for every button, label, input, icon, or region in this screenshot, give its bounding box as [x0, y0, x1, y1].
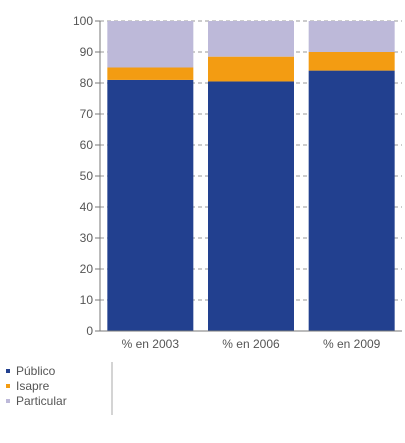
- bar-segment-isapre: [208, 56, 294, 82]
- bar-segment-público: [308, 70, 395, 331]
- y-tick-label: 0: [86, 324, 93, 338]
- legend-swatch: [6, 399, 10, 403]
- legend-swatch: [6, 384, 10, 388]
- legend-swatch: [6, 369, 10, 373]
- bar-segment-público: [208, 81, 294, 331]
- legend-label: Isapre: [16, 379, 50, 393]
- y-tick-label: 20: [80, 262, 94, 276]
- bar-segment-isapre: [107, 67, 194, 80]
- bar-segment-isapre: [308, 52, 395, 71]
- y-tick-label: 80: [80, 76, 94, 90]
- y-tick-label: 30: [80, 231, 94, 245]
- y-tick-label: 90: [80, 45, 94, 59]
- bar-segment-particular: [208, 21, 294, 57]
- x-category-label: % en 2003: [122, 337, 180, 351]
- x-category-label: % en 2006: [222, 337, 280, 351]
- y-tick-label: 100: [73, 14, 93, 28]
- axis-layer: 0 10 20 30 40 50 60 70 80 90 100 % en 2003 % en 2006…: [73, 14, 402, 351]
- y-tick-label: 10: [80, 293, 94, 307]
- x-category-label: % en 2009: [323, 337, 381, 351]
- bar-layer: [107, 21, 395, 332]
- y-tick-label: 40: [80, 200, 94, 214]
- y-tick-label: 50: [80, 169, 94, 183]
- bar-segment-particular: [107, 21, 194, 68]
- bar-segment-particular: [308, 21, 395, 52]
- bar-segment-público: [107, 79, 194, 332]
- y-tick-label: 70: [80, 107, 94, 121]
- legend-label: Público: [16, 364, 56, 378]
- legend-label: Particular: [16, 394, 67, 408]
- y-tick-label: 60: [80, 138, 94, 152]
